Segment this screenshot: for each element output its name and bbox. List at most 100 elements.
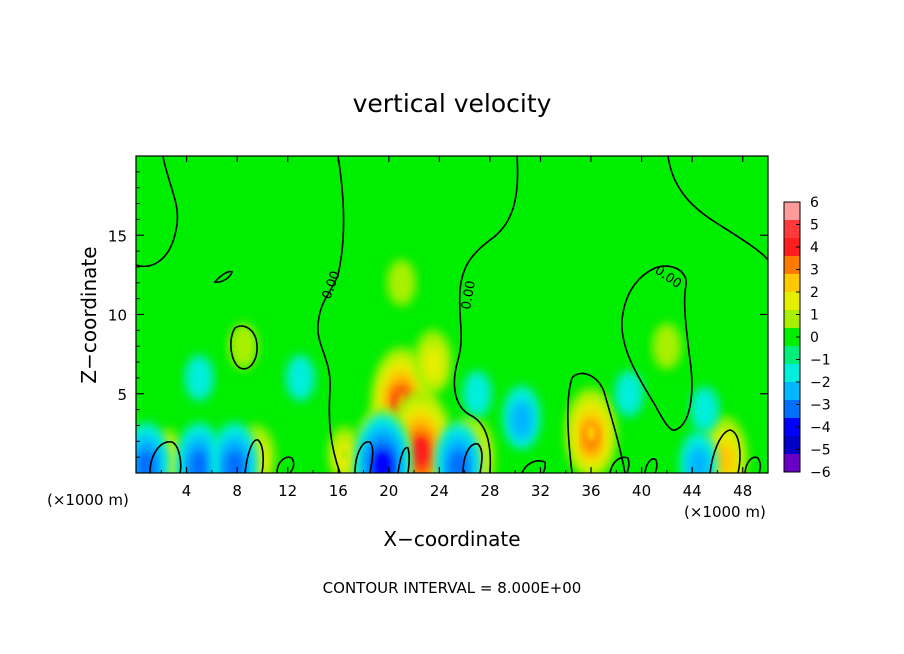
contour-interval-note: CONTOUR INTERVAL = 8.000E+00 bbox=[323, 579, 582, 597]
colorbar-swatch bbox=[784, 454, 800, 473]
x-tick-labels: 4 8 12 16 20 24 28 32 36 40 44 48 bbox=[182, 482, 752, 500]
colorbar-swatch bbox=[784, 256, 800, 275]
contour-line-center-left bbox=[317, 156, 345, 473]
field-core bbox=[663, 342, 670, 351]
colorbar bbox=[783, 201, 801, 473]
colorbar-tick-label: −1 bbox=[810, 353, 831, 369]
contour-small-h bbox=[644, 458, 658, 473]
contour-loop-hole-right bbox=[709, 429, 741, 473]
contour-loop-hole-left bbox=[149, 441, 182, 473]
x-tick-label: 44 bbox=[683, 482, 702, 500]
field-core bbox=[240, 342, 247, 351]
field-feature bbox=[502, 385, 541, 450]
plot-background bbox=[136, 156, 768, 473]
y-tick-label: 15 bbox=[108, 227, 127, 245]
colorbar-swatch bbox=[784, 292, 800, 311]
field-feature bbox=[462, 370, 492, 417]
contour-loop-left-small bbox=[230, 325, 258, 370]
colorbar-tick-label: 4 bbox=[810, 240, 819, 256]
x-tick-label: 48 bbox=[733, 482, 752, 500]
colorbar-tick-label: 6 bbox=[810, 195, 819, 211]
contour-small-i bbox=[744, 456, 762, 473]
colorbar-swatch bbox=[784, 400, 800, 419]
field-feature bbox=[285, 354, 315, 401]
field-feature bbox=[565, 387, 617, 473]
contour-line-center-right bbox=[453, 156, 519, 473]
contour-loop-right bbox=[621, 265, 693, 431]
field-core bbox=[377, 454, 388, 473]
colorbar-swatch bbox=[784, 418, 800, 437]
contour-small-f bbox=[521, 460, 547, 473]
x-tick-marks bbox=[160, 156, 744, 473]
colorbar-tick-label: −2 bbox=[810, 375, 831, 391]
field-feature bbox=[386, 259, 416, 306]
field-feature bbox=[136, 422, 170, 473]
contour-small-a bbox=[244, 439, 264, 473]
colorbar-swatch bbox=[784, 274, 800, 293]
x-tick-label: 24 bbox=[430, 482, 449, 500]
contour-line-right-top bbox=[667, 156, 768, 261]
y-tick-label: 10 bbox=[108, 307, 127, 325]
colorbar-tick-label: −4 bbox=[810, 420, 831, 436]
colorbar-tick-label: −5 bbox=[810, 443, 831, 459]
colorbar-tick-label: 0 bbox=[810, 330, 819, 346]
x-unit-right: (×1000 m) bbox=[684, 503, 766, 521]
colorbar-swatch bbox=[784, 220, 800, 239]
colorbar-swatch bbox=[784, 202, 800, 221]
field-core bbox=[297, 373, 304, 383]
x-tick-label: 20 bbox=[379, 482, 398, 500]
field-feature bbox=[690, 386, 720, 433]
field-feature bbox=[354, 413, 411, 473]
x-tick-label: 40 bbox=[632, 482, 651, 500]
field-feature bbox=[679, 431, 718, 473]
field-feature bbox=[184, 354, 214, 401]
field-feature bbox=[652, 323, 682, 370]
x-axis-title: X−coordinate bbox=[383, 527, 520, 551]
field-core bbox=[625, 389, 632, 398]
y-tick-labels: 5 10 15 bbox=[108, 227, 127, 404]
colorbar-swatch bbox=[784, 328, 800, 347]
field-core bbox=[429, 356, 437, 368]
colorbar-swatch bbox=[784, 346, 800, 365]
x-unit-left: (×1000 m) bbox=[47, 491, 129, 509]
field-core bbox=[474, 389, 481, 398]
plot-area: 0.00 0.00 0.00 bbox=[135, 155, 769, 474]
colorbar-tick-label: −3 bbox=[810, 398, 831, 414]
colorbar-tick-label: 1 bbox=[810, 308, 819, 324]
colorbar-swatch bbox=[784, 310, 800, 329]
field-feature bbox=[175, 422, 223, 473]
field-core bbox=[141, 456, 151, 471]
field-core bbox=[586, 425, 596, 442]
chart-title: vertical velocity bbox=[353, 89, 552, 118]
x-tick-label: 8 bbox=[232, 482, 242, 500]
x-tick-label: 16 bbox=[329, 482, 348, 500]
contour-label-center-right: 0.00 bbox=[459, 280, 479, 311]
x-tick-label: 36 bbox=[581, 482, 600, 500]
contour-small-c bbox=[397, 446, 410, 473]
colorbar-tick-label: −6 bbox=[810, 465, 831, 481]
contour-small-d bbox=[462, 443, 483, 473]
y-tick-marks bbox=[136, 171, 768, 458]
contour-loop-hole-mid bbox=[567, 372, 626, 473]
colorbar-swatch bbox=[784, 364, 800, 383]
field-core bbox=[194, 456, 204, 471]
colorbar-swatch bbox=[784, 382, 800, 401]
field-core bbox=[398, 278, 405, 287]
x-tick-label: 28 bbox=[480, 482, 499, 500]
colorbar-tick-label: 2 bbox=[810, 285, 819, 301]
field-core bbox=[701, 405, 708, 414]
x-tick-label: 12 bbox=[278, 482, 297, 500]
x-tick-label: 4 bbox=[182, 482, 192, 500]
field-core bbox=[719, 449, 728, 465]
field-core bbox=[518, 411, 525, 424]
field-feature bbox=[228, 323, 258, 370]
x-tick-label: 32 bbox=[531, 482, 550, 500]
colorbar-swatch bbox=[784, 238, 800, 257]
colorbar-tick-label: 3 bbox=[810, 263, 819, 279]
colorbar-labels: 6 5 4 3 2 1 0 −1 −2 −3 −4 −5 −6 bbox=[810, 195, 831, 481]
contour-loop-tiny bbox=[213, 270, 233, 283]
y-axis-title: Z−coordinate bbox=[77, 246, 101, 383]
contour-small-e bbox=[276, 456, 295, 473]
colorbar-swatch bbox=[784, 436, 800, 455]
contour-small-g bbox=[609, 456, 630, 473]
